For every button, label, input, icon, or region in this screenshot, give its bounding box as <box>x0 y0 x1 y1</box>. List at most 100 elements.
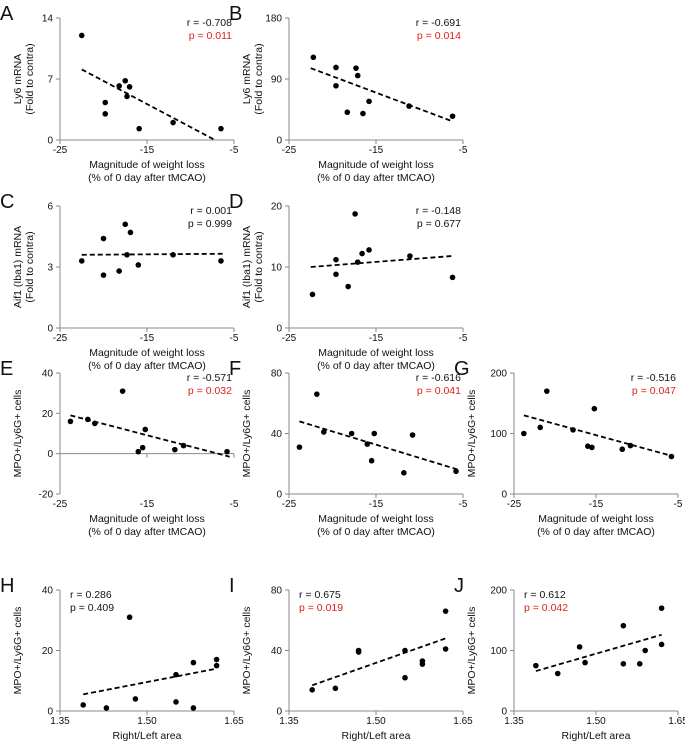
y-tick-label: 7 <box>47 75 53 86</box>
data-point <box>620 622 627 629</box>
data-point <box>442 608 449 614</box>
x-tick-label: -25 <box>53 145 68 156</box>
data-point <box>453 468 459 475</box>
x-axis-title: (% of 0 day after tMCAO) <box>88 526 206 538</box>
x-tick-label: -25 <box>282 499 297 510</box>
data-point <box>348 430 355 437</box>
y-tick-label: 0 <box>276 324 282 335</box>
data-point <box>627 442 634 449</box>
panel-d: D 0 10 20 -25 -15 -5 Magnitude of weight loss(%… <box>229 191 468 372</box>
y-axis-title: Ly6 mRNA <box>241 54 253 104</box>
data-point <box>78 258 85 264</box>
trend-line <box>310 255 452 268</box>
y-tick-label: 80 <box>271 586 283 597</box>
y-tick-label: 0 <box>47 324 53 335</box>
data-point <box>333 271 339 278</box>
p-value: p = 0.032 <box>188 385 232 397</box>
x-axis-title: Magnitude of weight loss <box>89 347 205 359</box>
y-axis-title: MPO+/Ly6G+ cells <box>241 390 253 478</box>
data-point <box>449 274 456 281</box>
panel-c: C 0 3 6 -25 -15 -5 Magnitude of weight loss(% o… <box>0 191 239 372</box>
data-point <box>354 259 361 265</box>
data-point <box>353 65 359 71</box>
data-point <box>368 457 375 464</box>
trend-line <box>311 637 446 687</box>
x-axis-title: Magnitude of weight loss <box>538 513 654 525</box>
data-point <box>124 93 130 100</box>
panel-g: G 0 100 200 -25 -15 -5 Magnitude of weight loss… <box>454 358 683 538</box>
y-tick-label: 3 <box>47 263 53 274</box>
x-tick-label: -5 <box>459 499 468 510</box>
data-point <box>354 72 361 79</box>
data-point <box>359 250 365 257</box>
data-point <box>333 82 339 89</box>
data-point <box>136 125 142 132</box>
data-point <box>173 671 179 678</box>
x-tick-label: -5 <box>230 333 239 344</box>
trend-line <box>535 633 662 672</box>
data-point <box>132 696 139 702</box>
y-tick-label: 0 <box>276 707 282 718</box>
data-point <box>142 426 149 433</box>
x-axis-title: Magnitude of weight loss <box>318 159 434 171</box>
data-point <box>333 256 339 263</box>
p-value: p = 0.409 <box>70 602 114 614</box>
y-axis-title: MPO+/Ly6G+ cells <box>466 390 478 478</box>
p-value: p = 0.019 <box>299 602 343 614</box>
data-point <box>314 391 320 397</box>
data-point <box>589 444 595 451</box>
data-point <box>576 644 583 650</box>
panel-label-h: H <box>0 575 14 597</box>
data-point <box>218 258 224 264</box>
data-point <box>103 705 110 711</box>
y-tick-label: 100 <box>490 646 507 657</box>
y-tick-label: 90 <box>271 75 283 86</box>
x-tick-label: -15 <box>369 499 384 510</box>
data-point <box>116 83 122 89</box>
data-point <box>406 103 412 109</box>
data-point <box>544 388 550 394</box>
data-point <box>442 646 449 652</box>
data-point <box>296 444 303 450</box>
y-tick-label: 0 <box>47 136 53 147</box>
x-axis-title: (% of 0 day after tMCAO) <box>88 360 206 372</box>
y-axis-title: MPO+/Ly6G+ cells <box>241 607 253 695</box>
y-tick-label: 200 <box>490 586 507 597</box>
data-point <box>364 441 371 447</box>
x-tick-label: -15 <box>140 333 155 344</box>
x-tick-label: 1.50 <box>366 716 386 727</box>
x-tick-label: -25 <box>507 499 522 510</box>
y-axis-title: MPO+/Ly6G+ cells <box>12 390 24 478</box>
data-point <box>352 211 358 217</box>
data-point <box>537 424 544 431</box>
x-tick-label: -5 <box>230 145 239 156</box>
y-tick-label: 0 <box>501 490 507 501</box>
x-tick-label: 1.35 <box>504 716 524 727</box>
y-tick-label: 0 <box>276 136 282 147</box>
panel-j: J 0 100 200 1.35 1.50 1.65 Right/Left area MPO+/… <box>454 575 685 742</box>
p-value: p = 0.999 <box>188 218 232 230</box>
data-point <box>332 685 339 692</box>
x-tick-label: 1.35 <box>50 716 70 727</box>
y-tick-label: 20 <box>42 409 54 420</box>
r-value: r = -0.691 <box>416 17 461 29</box>
x-axis-title: (% of 0 day after tMCAO) <box>537 526 655 538</box>
data-point <box>366 98 372 105</box>
panel-a: A 0 7 14 -25 -15 -5 Magnitude of weight loss(% … <box>0 3 239 184</box>
data-point <box>360 110 366 117</box>
y-tick-label: 80 <box>271 369 283 380</box>
data-point <box>218 125 224 132</box>
data-point <box>554 670 561 677</box>
x-tick-label: 1.65 <box>453 716 473 727</box>
y-tick-label: 0 <box>47 449 53 460</box>
p-value: p = 0.047 <box>632 385 676 397</box>
data-point <box>402 647 408 654</box>
data-point <box>533 662 539 669</box>
panel-label-f: F <box>229 358 241 380</box>
x-tick-label: -5 <box>459 333 468 344</box>
x-axis-title: Magnitude of weight loss <box>89 513 205 525</box>
y-tick-label: 20 <box>42 646 54 657</box>
x-axis-title: Magnitude of weight loss <box>89 159 205 171</box>
data-point <box>170 252 176 258</box>
